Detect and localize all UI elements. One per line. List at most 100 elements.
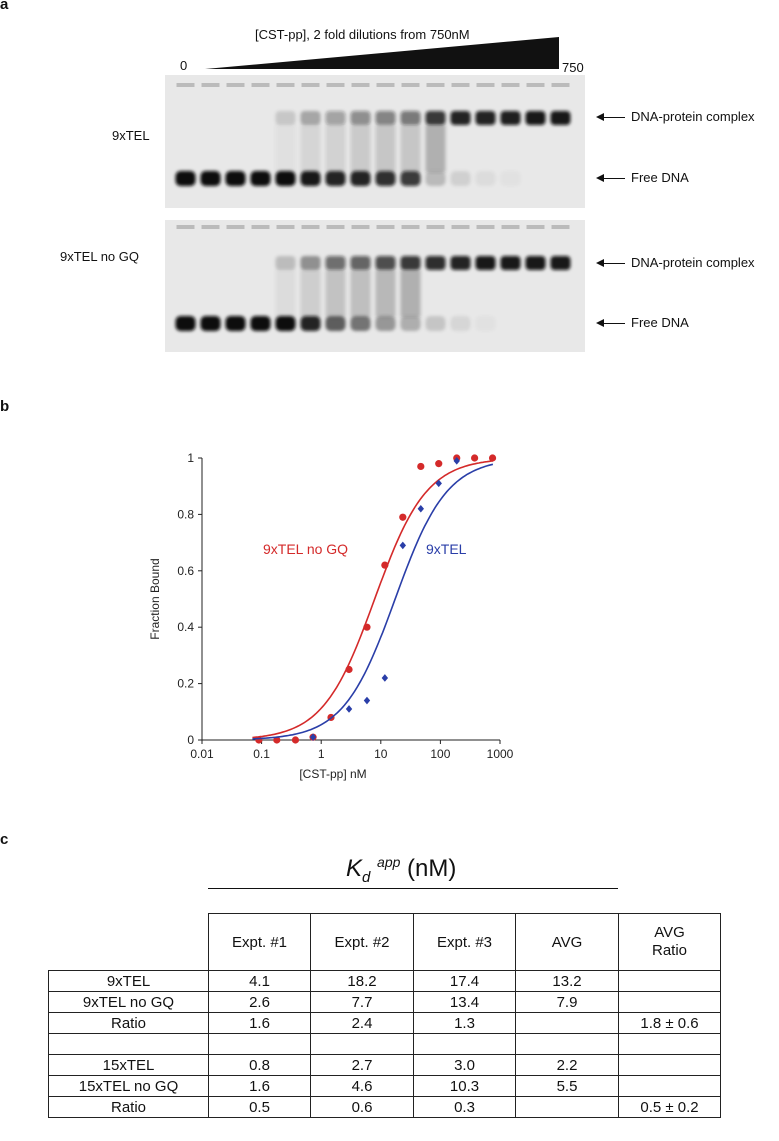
gel-well	[426, 83, 445, 87]
x-axis-label: [CST-pp] nM	[299, 767, 366, 781]
smear	[325, 125, 346, 172]
data-point	[435, 479, 442, 488]
series-label-9xtel: 9xTEL	[426, 541, 467, 557]
complex-band	[375, 111, 396, 125]
table-cell	[618, 1054, 721, 1076]
table-cell: 15xTEL	[48, 1054, 209, 1076]
fit-curve-0	[252, 460, 493, 739]
table-cell: 18.2	[310, 970, 414, 992]
table-cell: 0.5 ± 0.2	[618, 1096, 721, 1118]
gel-well	[476, 225, 495, 229]
complex-band	[425, 256, 446, 270]
table-cell: 2.6	[208, 991, 311, 1013]
gel-well	[376, 225, 395, 229]
dilution-wedge	[205, 37, 559, 69]
table-cell: 7.7	[310, 991, 414, 1013]
panel-a-letter: a	[0, 0, 9, 13]
data-point	[273, 736, 281, 744]
gel-well	[276, 225, 295, 229]
table-row: Ratio 1.6 2.4 1.3 1.8 ± 0.6	[48, 1012, 721, 1034]
table-row: 15xTEL no GQ 1.6 4.6 10.3 5.5	[48, 1075, 721, 1097]
arrow-icon	[596, 113, 604, 121]
complex-band	[350, 111, 371, 125]
table-cell	[618, 970, 721, 992]
title-underline	[208, 888, 618, 889]
table-cell	[618, 1033, 721, 1055]
free-band	[200, 171, 221, 186]
smear	[275, 270, 296, 317]
kd-table: Expt. #1 Expt. #2 Expt. #3 AVG AVG Ratio…	[48, 913, 721, 1118]
gel-well	[251, 83, 270, 87]
table-cell	[208, 1033, 311, 1055]
free-band	[501, 171, 521, 186]
free-band	[300, 316, 321, 331]
complex-band	[475, 111, 496, 125]
gel-well	[526, 83, 545, 87]
table-cell	[618, 991, 721, 1013]
free-band	[175, 316, 196, 331]
gel-well	[351, 225, 370, 229]
gel-9xtel-no-gq	[165, 220, 585, 352]
table-cell: 0.5	[208, 1096, 311, 1118]
complex-band	[275, 256, 296, 270]
data-point	[345, 665, 353, 674]
free-band	[375, 316, 396, 331]
complex-band	[375, 256, 396, 270]
gel-9xtel	[165, 75, 585, 208]
binding-curve-chart: 0.01 0.1 1 10 100 1000 0 0.2 0.4 0.6 0.8 1 [CST-pp] …	[148, 451, 514, 781]
smear	[400, 125, 421, 172]
data-point	[291, 736, 300, 744]
gel-well	[201, 225, 220, 229]
table-cell	[48, 1033, 209, 1055]
y-axis-label: Fraction Bound	[148, 558, 162, 639]
header-expt3: Expt. #3	[413, 913, 516, 971]
free-band	[325, 171, 346, 186]
arrow-icon	[596, 259, 604, 267]
table-cell: 13.2	[515, 970, 619, 992]
complex-band	[450, 111, 471, 125]
data-point	[488, 454, 497, 462]
gel-well	[551, 225, 570, 229]
table-row: Ratio 0.5 0.6 0.3 0.5 ± 0.2	[48, 1096, 721, 1118]
table-cell: Ratio	[48, 1096, 209, 1118]
table-cell	[515, 1033, 619, 1055]
x-tick-label: 10	[374, 747, 388, 761]
gel-well	[326, 225, 345, 229]
complex-band	[550, 111, 571, 125]
gel-well	[251, 225, 270, 229]
free-band	[475, 171, 496, 186]
complex-band	[275, 111, 296, 125]
free-band	[300, 171, 321, 186]
gel-well	[226, 83, 245, 87]
table-cell	[618, 1075, 721, 1097]
series-label-9xtel-no-gq: 9xTEL no GQ	[263, 541, 348, 557]
free-band	[425, 316, 446, 331]
free-band	[275, 171, 296, 186]
y-tick-label: 1	[187, 451, 194, 465]
free-band	[400, 316, 421, 331]
smear	[375, 270, 396, 317]
free-band	[476, 316, 496, 331]
gel-well	[476, 83, 495, 87]
gel-well	[401, 225, 420, 229]
smear	[350, 125, 371, 172]
complex-band	[300, 111, 321, 125]
gel-well	[501, 225, 520, 229]
gel-well	[226, 225, 245, 229]
complex-band	[525, 256, 546, 270]
table-cell: 0.8	[208, 1054, 311, 1076]
table-row: 9xTEL 4.1 18.2 17.4 13.2	[48, 970, 721, 992]
data-point	[363, 623, 371, 631]
x-tick-label: 1000	[487, 747, 514, 761]
x-tick-label: 0.01	[190, 747, 214, 761]
table-cell: 1.6	[208, 1075, 311, 1097]
data-point	[399, 541, 407, 550]
table-row: 15xTEL 0.8 2.7 3.0 2.2	[48, 1054, 721, 1076]
table-cell: 7.9	[515, 991, 619, 1013]
complex-band	[550, 256, 571, 270]
complex-band	[400, 111, 421, 125]
complex-band	[325, 256, 346, 270]
table-cell: 1.8 ± 0.6	[618, 1012, 721, 1034]
table-cell	[515, 1096, 619, 1118]
dilution-label: [CST-pp], 2 fold dilutions from 750nM	[255, 27, 470, 42]
